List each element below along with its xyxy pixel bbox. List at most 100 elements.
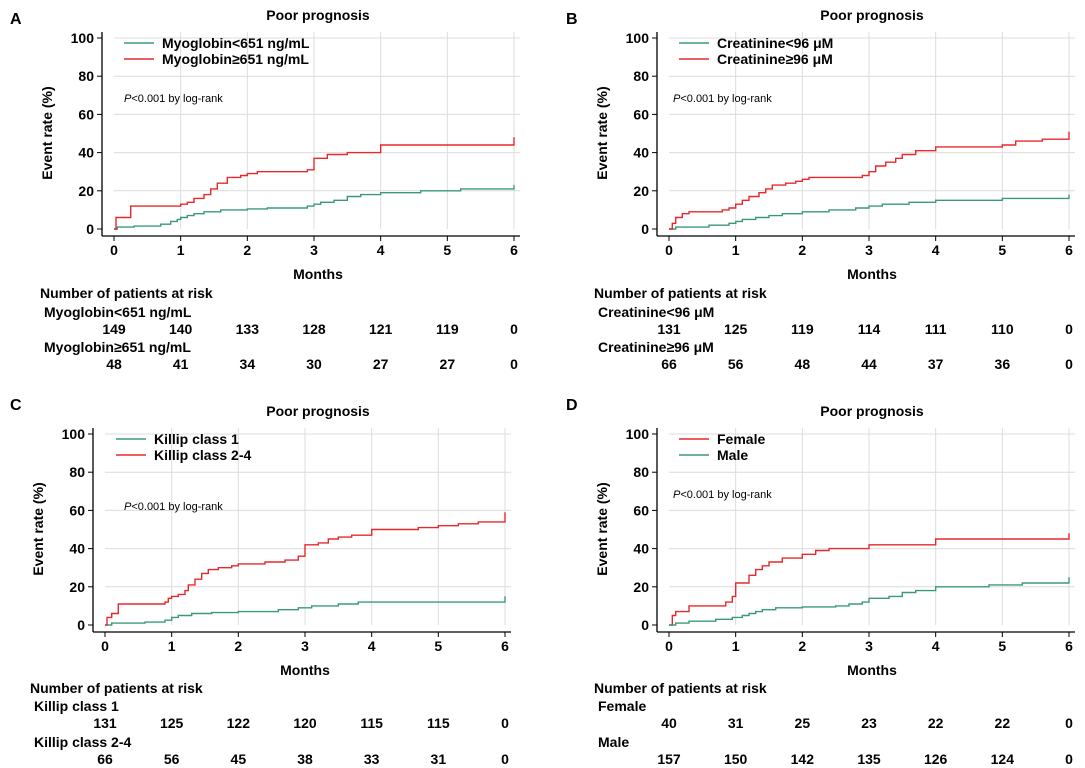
x-tick-label: 6 (501, 638, 509, 654)
x-axis-label: Months (847, 266, 897, 282)
panel-letter: A (10, 11, 22, 28)
legend-entry: Myoglobin≥651 ng/mL (124, 51, 309, 67)
x-axis-label: Months (293, 266, 343, 282)
risk-row-label: Female (598, 698, 646, 714)
y-tick-label: 80 (69, 464, 85, 480)
x-tick-label: 3 (865, 638, 873, 654)
x-tick-label: 0 (110, 242, 118, 258)
x-axis-label: Months (280, 662, 330, 678)
x-tick-label: 0 (665, 638, 673, 654)
risk-value: 126 (924, 751, 948, 767)
y-tick-label: 0 (641, 617, 649, 633)
y-axis-label: Event rate (%) (594, 86, 610, 179)
x-tick-label: 5 (998, 638, 1006, 654)
series-line-2 (114, 137, 515, 230)
risk-value: 114 (858, 321, 881, 337)
risk-value: 22 (995, 715, 1011, 731)
legend-label: Male (717, 447, 748, 463)
y-tick-label: 100 (71, 30, 95, 46)
risk-row-label: Male (598, 734, 629, 750)
legend-entry: Female (679, 431, 765, 447)
panel-letter: D (566, 397, 578, 414)
risk-value: 31 (431, 751, 447, 767)
risk-value: 0 (501, 751, 509, 767)
grid (669, 428, 1075, 625)
risk-value: 128 (302, 321, 326, 337)
p-value-text: <0.001 by log-rank (131, 501, 223, 513)
x-tick-label: 5 (434, 638, 442, 654)
risk-row-label: Creatinine<96 μM (598, 304, 714, 320)
risk-value: 48 (795, 356, 811, 372)
y-tick-label: 100 (62, 426, 86, 442)
p-symbol: P (124, 501, 132, 513)
risk-value: 27 (373, 356, 389, 372)
risk-table-title: Number of patients at risk (40, 285, 213, 301)
y-tick-label: 20 (633, 579, 649, 595)
risk-value: 131 (93, 715, 117, 731)
series-line-2 (669, 131, 1070, 230)
legend-label: Killip class 1 (154, 431, 239, 447)
risk-value: 125 (160, 715, 184, 731)
risk-value: 66 (97, 751, 113, 767)
series-line-1 (105, 596, 506, 626)
y-axis-label: Event rate (%) (30, 482, 46, 575)
risk-value: 124 (991, 751, 1015, 767)
risk-value: 25 (795, 715, 811, 731)
chart-title: Poor prognosis (266, 403, 370, 419)
y-axis-label: Event rate (%) (39, 86, 55, 179)
y-tick-label: 80 (633, 68, 649, 84)
p-value-text: <0.001 by log-rank (680, 93, 772, 105)
y-tick-label: 20 (69, 579, 85, 595)
risk-value: 149 (102, 321, 126, 337)
legend-entry: Creatinine≥96 μM (679, 51, 833, 67)
series-line-2 (105, 512, 506, 626)
risk-value: 0 (510, 356, 518, 372)
panel-letter: C (10, 397, 22, 414)
risk-row: Killip class 2-466 56 45 38 33 31 0 (34, 734, 509, 767)
risk-row: Female 40 31 25 23 22 22 0 (598, 698, 1073, 731)
risk-value: 44 (861, 356, 877, 372)
x-tick-label: 3 (310, 242, 318, 258)
x-tick-label: 6 (1065, 242, 1073, 258)
risk-value: 120 (293, 715, 317, 731)
risk-value: 0 (1065, 356, 1073, 372)
risk-value: 40 (661, 715, 677, 731)
p-value-annotation: P<0.001 by log-rank (124, 501, 223, 513)
x-tick-label: 3 (865, 242, 873, 258)
x-tick-label: 6 (1065, 638, 1073, 654)
grid (114, 32, 520, 229)
x-tick-label: 0 (101, 638, 109, 654)
risk-value: 66 (661, 356, 677, 372)
y-tick-label: 40 (69, 541, 85, 557)
x-tick-label: 5 (998, 242, 1006, 258)
risk-row-label: Creatinine≥96 μM (598, 339, 714, 355)
risk-value: 115 (360, 715, 383, 731)
legend-label: Creatinine≥96 μM (717, 51, 833, 67)
x-tick-label: 3 (301, 638, 309, 654)
risk-value: 34 (240, 356, 256, 372)
chart-title: Poor prognosis (266, 7, 370, 23)
y-tick-label: 20 (633, 183, 649, 199)
risk-table-title: Number of patients at risk (594, 285, 767, 301)
panel-letter: B (566, 11, 578, 28)
risk-value: 0 (1065, 751, 1073, 767)
chart-title: Poor prognosis (820, 403, 924, 419)
risk-row-label: Myoglobin<651 ng/mL (44, 304, 192, 320)
chart-title: Poor prognosis (820, 7, 924, 23)
risk-value: 27 (440, 356, 456, 372)
legend-entry: Creatinine<96 μM (679, 35, 833, 51)
risk-value: 111 (925, 321, 947, 337)
legend-label: Killip class 2-4 (154, 447, 251, 463)
risk-value: 38 (297, 751, 313, 767)
y-tick-label: 80 (78, 68, 94, 84)
p-value-annotation: P<0.001 by log-rank (673, 489, 772, 501)
risk-value: 37 (928, 356, 944, 372)
y-tick-label: 0 (77, 617, 85, 633)
p-value-text: <0.001 by log-rank (680, 489, 772, 501)
risk-value: 0 (1065, 715, 1073, 731)
